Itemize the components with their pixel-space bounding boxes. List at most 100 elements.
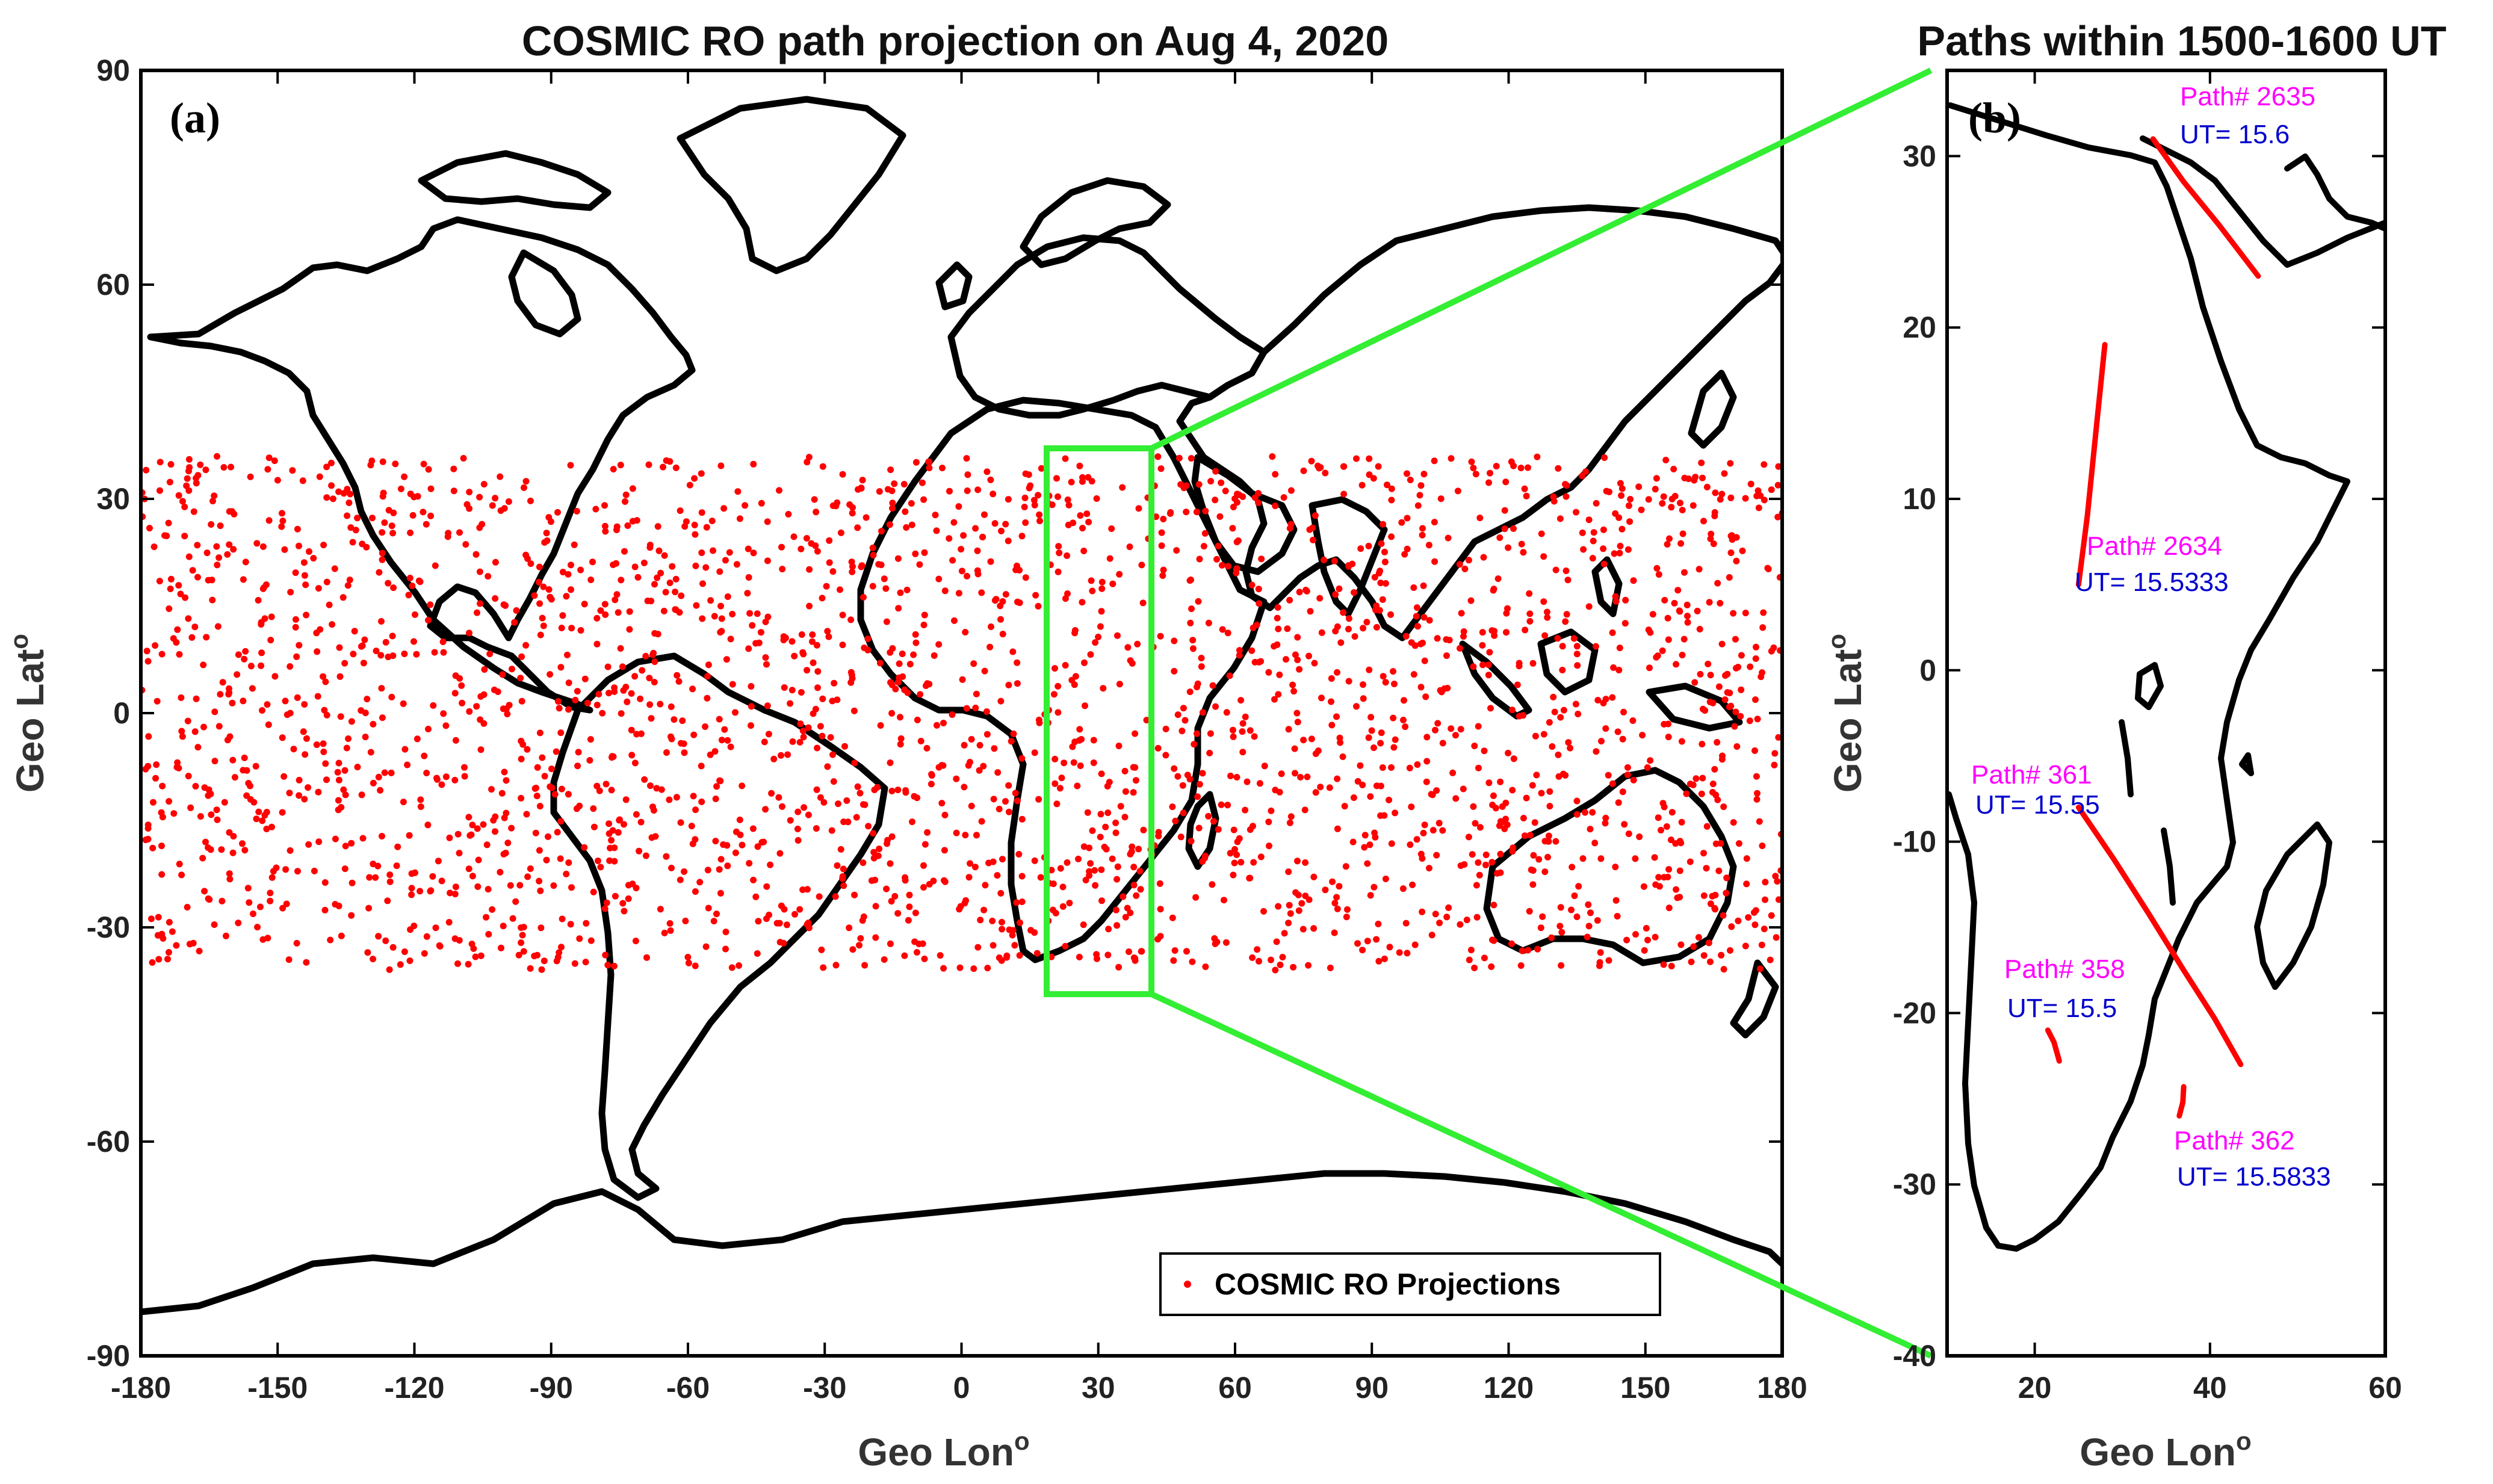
scatter-point (1382, 876, 1389, 882)
scatter-point (602, 528, 609, 535)
scatter-point (159, 935, 167, 942)
scatter-point (1448, 725, 1455, 732)
scatter-point (360, 660, 367, 667)
scatter-point (1361, 832, 1369, 839)
scatter-point (1051, 755, 1059, 762)
scatter-point (613, 523, 621, 530)
scatter-point (1229, 525, 1236, 532)
scatter-point (1733, 743, 1741, 750)
scatter-point (1618, 485, 1626, 492)
scatter-point (1420, 582, 1427, 589)
scatter-point (314, 648, 321, 655)
scatter-point (1207, 730, 1214, 737)
scatter-point (699, 615, 706, 622)
scatter-point (1183, 509, 1190, 516)
scatter-point (1129, 843, 1136, 850)
scatter-point (535, 578, 542, 586)
scatter-point (196, 947, 203, 954)
scatter-point (889, 505, 896, 512)
scatter-point (499, 671, 506, 678)
scatter-point (1720, 912, 1727, 919)
scatter-point (390, 509, 397, 516)
scatter-point (754, 843, 761, 850)
scatter-point (1624, 546, 1632, 553)
scatter-point (231, 510, 238, 518)
scatter-point (379, 556, 386, 563)
scatter-point (1754, 790, 1761, 797)
x-tick-label: 180 (1757, 1371, 1807, 1405)
scatter-point (1476, 824, 1484, 831)
scatter-point (551, 791, 559, 798)
scatter-point (1433, 787, 1440, 794)
scatter-point (1739, 547, 1746, 554)
scatter-point (1534, 945, 1541, 953)
scatter-point (750, 549, 757, 557)
scatter-point (364, 696, 371, 703)
scatter-point (1676, 867, 1683, 874)
scatter-point (813, 825, 820, 832)
scatter-point (1568, 906, 1575, 914)
scatter-point (1251, 494, 1259, 501)
annotation-path-361: Path# 361 (1971, 760, 2092, 790)
scatter-point (1126, 543, 1133, 551)
scatter-point (1154, 936, 1162, 943)
scatter-point (1699, 774, 1706, 782)
scatter-point (348, 718, 355, 725)
scatter-point (300, 559, 308, 566)
scatter-point (1614, 728, 1621, 735)
scatter-point (963, 705, 970, 712)
scatter-point (558, 944, 565, 951)
scatter-point (1124, 904, 1131, 912)
scatter-point (1753, 773, 1760, 780)
scatter-point (359, 642, 366, 649)
scatter-point (654, 574, 661, 581)
scatter-point (1626, 518, 1634, 525)
scatter-point (485, 573, 492, 580)
scatter-point (153, 697, 161, 705)
scatter-point (1602, 696, 1609, 703)
scatter-point (282, 866, 290, 873)
scatter-point (1009, 927, 1017, 934)
scatter-point (501, 505, 508, 512)
scatter-point (983, 708, 990, 715)
scatter-point (1088, 577, 1095, 584)
scatter-point (323, 463, 330, 471)
scatter-point (1679, 507, 1686, 514)
scatter-point (1569, 864, 1576, 871)
scatter-point (1236, 652, 1243, 659)
scatter-point (1342, 863, 1349, 870)
scatter-point (1773, 934, 1780, 941)
scatter-point (1469, 851, 1476, 858)
scatter-point (1516, 663, 1523, 670)
scatter-point (1098, 578, 1106, 586)
scatter-point (268, 823, 275, 830)
scatter-point (188, 634, 196, 641)
scatter-point (270, 868, 277, 875)
scatter-point (1257, 658, 1265, 665)
scatter-point (406, 957, 413, 964)
scatter-point (621, 821, 627, 828)
scatter-point (1332, 591, 1339, 598)
scatter-point (619, 663, 626, 670)
scatter-point (1681, 569, 1688, 576)
scatter-point (593, 702, 601, 708)
scatter-point (1189, 645, 1197, 652)
scatter-point (446, 834, 453, 841)
scatter-point (1115, 963, 1123, 971)
scatter-point (1452, 732, 1459, 739)
scatter-point (853, 814, 860, 821)
scatter-point (550, 882, 557, 889)
scatter-point (186, 941, 193, 948)
scatter-point (1443, 652, 1450, 659)
scatter-point (1434, 720, 1442, 727)
scatter-point (1720, 803, 1727, 811)
scatter-point (1054, 709, 1062, 716)
panel-b-annotations: Path# 2635 UT= 15.6 Path# 2634 UT= 15.53… (1971, 82, 2331, 1192)
scatter-point (1775, 734, 1782, 741)
scatter-point (1735, 840, 1742, 847)
scatter-point (680, 740, 687, 747)
scatter-point (1207, 478, 1215, 485)
scatter-point (413, 735, 421, 743)
scatter-point (1305, 962, 1312, 969)
scatter-point (1080, 921, 1087, 929)
